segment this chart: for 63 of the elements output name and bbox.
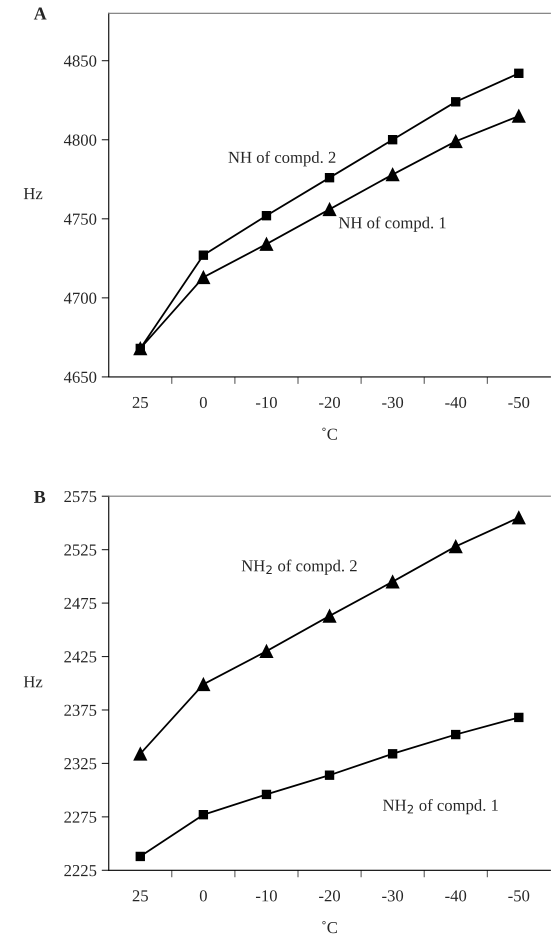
point bbox=[448, 134, 462, 148]
point bbox=[136, 852, 145, 862]
point bbox=[386, 168, 400, 182]
point bbox=[260, 644, 274, 658]
y-axis-title: Hz bbox=[24, 676, 42, 688]
y-tick-label: 2525 bbox=[64, 544, 96, 556]
point bbox=[198, 250, 208, 260]
series-label: NH of compd. 2 bbox=[228, 151, 336, 166]
point bbox=[448, 540, 462, 554]
point bbox=[260, 237, 274, 251]
series-label: NH$_{2}$ of compd. 2 bbox=[242, 560, 357, 575]
point bbox=[196, 678, 210, 692]
point bbox=[514, 68, 524, 78]
y-tick-label: 4800 bbox=[64, 134, 96, 146]
x-axis-title: ˚C bbox=[322, 428, 337, 440]
point bbox=[388, 135, 398, 144]
chart-title: A bbox=[34, 8, 47, 20]
y-tick-label: 2325 bbox=[64, 758, 96, 770]
y-tick-label: 2225 bbox=[64, 865, 96, 876]
x-tick-label: 0 bbox=[200, 890, 207, 902]
point bbox=[198, 810, 208, 820]
point bbox=[512, 510, 526, 524]
x-tick-label: -50 bbox=[508, 890, 530, 902]
x-tick-label: -20 bbox=[319, 396, 340, 408]
y-tick-label: 2425 bbox=[64, 651, 96, 662]
y-tick-label: 2375 bbox=[64, 704, 96, 716]
x-tick-label: 25 bbox=[132, 396, 148, 408]
point bbox=[386, 574, 400, 588]
x-tick-label: 25 bbox=[132, 890, 148, 902]
y-tick-label: 2575 bbox=[64, 490, 96, 502]
x-tick-label: 0 bbox=[200, 396, 207, 408]
x-tick-label: -10 bbox=[256, 890, 277, 902]
point bbox=[196, 270, 210, 284]
y-tick-label: 4700 bbox=[64, 292, 96, 304]
point bbox=[322, 202, 336, 216]
y-tick-label: 2275 bbox=[64, 812, 96, 823]
series-label: NH of compd. 1 bbox=[338, 216, 446, 232]
y-tick-label: 4850 bbox=[64, 55, 96, 67]
y-axis-title: Hz bbox=[24, 188, 42, 200]
x-tick-label: -30 bbox=[382, 396, 404, 408]
y-tick-label: 4650 bbox=[64, 372, 96, 383]
y-tick-label: 4750 bbox=[64, 213, 96, 225]
x-tick-label: -40 bbox=[445, 396, 466, 408]
point bbox=[451, 97, 460, 106]
chart-title: B bbox=[34, 491, 46, 503]
point bbox=[388, 749, 398, 758]
x-tick-label: -20 bbox=[319, 890, 340, 902]
text: NH$_{2}$ of compd. 1 bbox=[383, 798, 498, 814]
x-tick-label: -40 bbox=[445, 890, 466, 902]
point bbox=[451, 730, 460, 740]
x-tick-label: -50 bbox=[508, 396, 530, 408]
point bbox=[324, 173, 334, 182]
point bbox=[514, 712, 524, 722]
x-tick-label: -30 bbox=[382, 890, 404, 902]
x-axis-title: ˚C bbox=[322, 921, 337, 934]
x-tick-label: -10 bbox=[256, 396, 277, 408]
y-tick-label: 2475 bbox=[64, 598, 96, 610]
point bbox=[262, 210, 272, 220]
point bbox=[134, 747, 148, 761]
point bbox=[512, 109, 526, 123]
point bbox=[262, 790, 272, 800]
point bbox=[322, 609, 336, 623]
point bbox=[324, 770, 334, 780]
